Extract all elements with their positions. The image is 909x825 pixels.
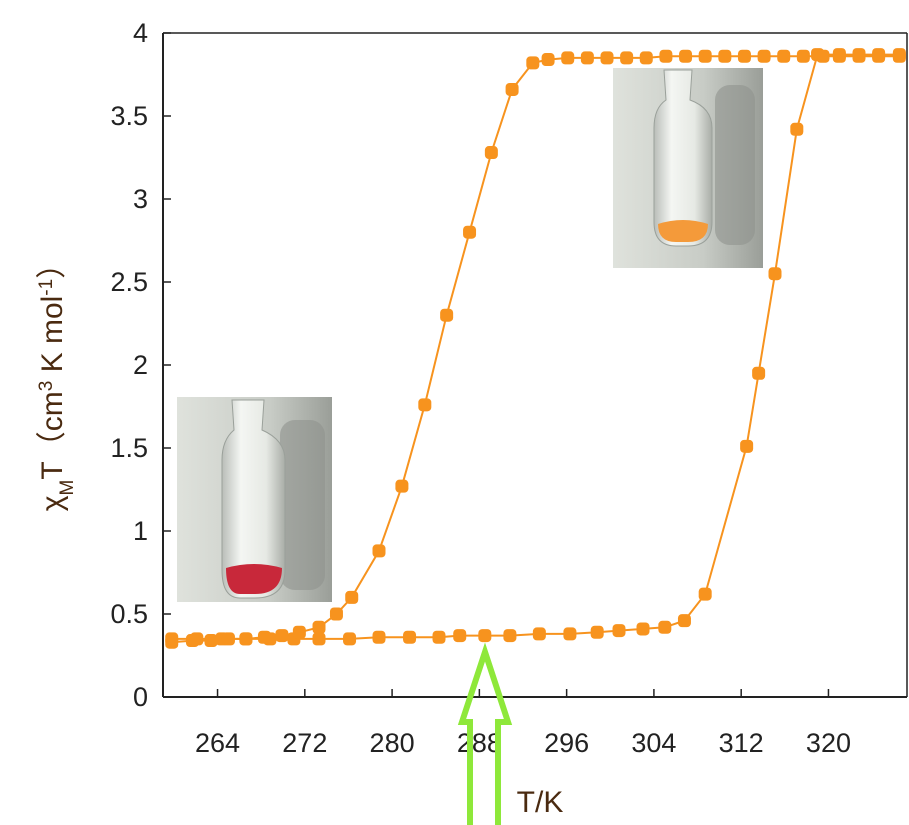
marker <box>433 631 446 644</box>
y-tick-label: 2 <box>133 350 148 380</box>
marker <box>533 627 546 640</box>
marker <box>418 398 431 411</box>
marker <box>222 632 235 645</box>
marker <box>790 123 803 136</box>
marker <box>699 50 712 63</box>
marker <box>395 480 408 493</box>
marker <box>561 51 574 64</box>
marker <box>581 51 594 64</box>
marker <box>637 622 650 635</box>
marker <box>503 629 516 642</box>
y-tick-label: 4 <box>133 18 148 48</box>
x-tick-label: 280 <box>370 728 415 758</box>
y-label-part: （cm <box>36 391 69 461</box>
y-tick-label: 0 <box>133 682 148 712</box>
marker <box>485 146 498 159</box>
x-tick-label: 264 <box>195 728 240 758</box>
x-tick-label: 272 <box>282 728 327 758</box>
y-label-part: M <box>57 480 78 496</box>
marker <box>478 629 491 642</box>
marker <box>613 624 626 637</box>
marker <box>258 631 271 644</box>
marker <box>752 367 765 380</box>
y-tick-label: 3 <box>133 184 148 214</box>
marker <box>343 632 356 645</box>
marker <box>275 629 288 642</box>
chart: T/K χMT（cm3 K mol-1） 00.511.522.533.5426… <box>0 0 909 825</box>
marker <box>758 50 771 63</box>
y-tick-label: 3.5 <box>110 101 148 131</box>
y-tick-label: 1.5 <box>110 433 148 463</box>
marker <box>165 636 178 649</box>
marker <box>718 50 731 63</box>
marker <box>872 50 885 63</box>
marker <box>620 51 633 64</box>
marker <box>640 51 653 64</box>
marker <box>373 544 386 557</box>
y-tick-label: 1 <box>133 516 148 546</box>
marker <box>769 267 782 280</box>
marker <box>373 631 386 644</box>
orange-powder <box>658 220 708 242</box>
marker <box>659 50 672 63</box>
marker <box>563 627 576 640</box>
marker <box>205 634 218 647</box>
x-tick-label: 304 <box>631 728 676 758</box>
y-label-part: -1 <box>36 279 57 296</box>
marker <box>777 50 790 63</box>
marker <box>293 626 306 639</box>
y-label-part: ） <box>36 249 69 279</box>
marker <box>797 50 810 63</box>
marker <box>740 440 753 453</box>
marker <box>403 631 416 644</box>
marker <box>601 51 614 64</box>
marker <box>313 632 326 645</box>
marker <box>679 50 692 63</box>
marker <box>699 588 712 601</box>
y-label-part: 3 <box>36 381 57 392</box>
marker <box>591 626 604 639</box>
x-tick-label: 320 <box>806 728 851 758</box>
marker <box>440 309 453 322</box>
marker <box>239 632 252 645</box>
marker <box>678 614 691 627</box>
insets <box>177 68 763 602</box>
y-tick-label: 2.5 <box>110 267 148 297</box>
x-tick-label: 296 <box>544 728 589 758</box>
x-tick-label: 312 <box>719 728 764 758</box>
marker <box>345 591 358 604</box>
y-label-part: χ <box>36 495 69 511</box>
marker <box>506 83 519 96</box>
marker <box>463 226 476 239</box>
vial-shadow <box>280 420 325 590</box>
marker <box>833 50 846 63</box>
marker <box>738 50 751 63</box>
y-axis-title: χMT（cm3 K mol-1） <box>36 249 78 511</box>
marker <box>817 50 830 63</box>
marker <box>542 53 555 66</box>
y-label-part: T <box>36 461 69 479</box>
marker <box>893 50 906 63</box>
marker <box>186 634 199 647</box>
y-label-part: K mol <box>36 296 69 381</box>
marker <box>853 50 866 63</box>
marker <box>526 56 539 69</box>
x-axis-title: T/K <box>517 786 564 819</box>
marker <box>453 629 466 642</box>
marker <box>658 621 671 634</box>
vial-shadow <box>715 85 755 245</box>
marker <box>330 608 343 621</box>
marker <box>313 621 326 634</box>
y-tick-label: 0.5 <box>110 599 148 629</box>
